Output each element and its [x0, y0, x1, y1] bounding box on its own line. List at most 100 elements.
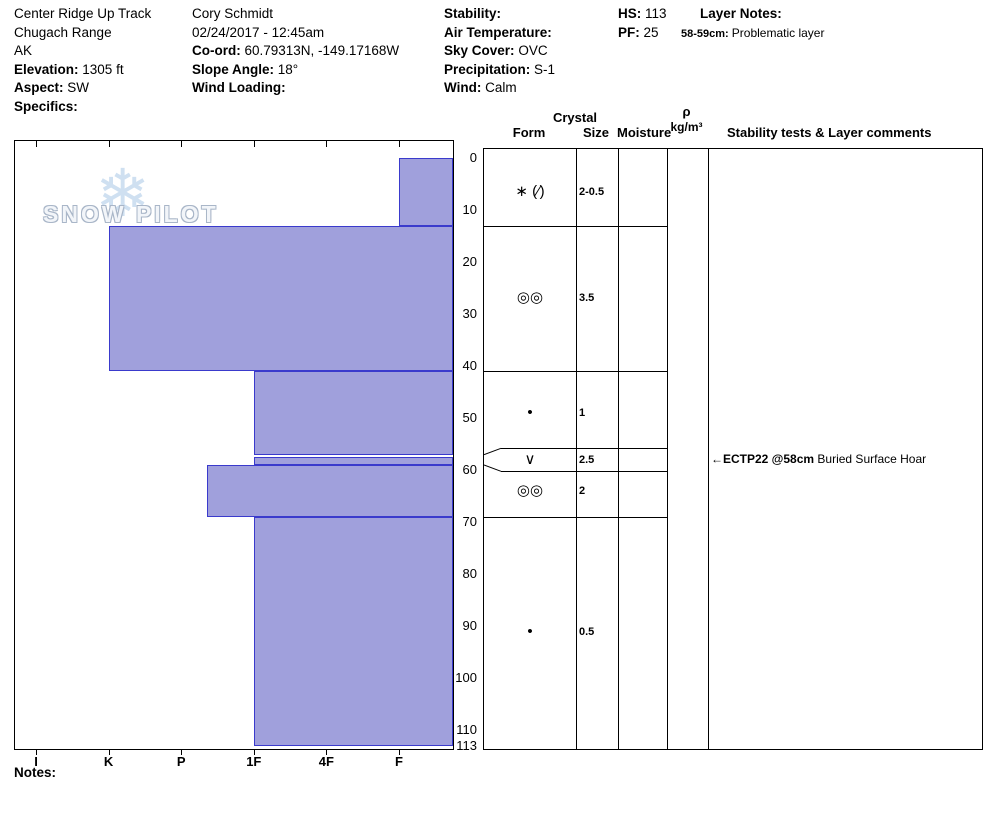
- grain-size-value: 2-0.5: [579, 185, 605, 198]
- snow-layer-bar: [253, 371, 453, 455]
- size-header: Size: [582, 125, 609, 140]
- snow-layer-bar: [253, 517, 453, 746]
- specifics-label: Specifics:: [14, 98, 78, 114]
- test-result: ECTP22 @58cm: [723, 451, 815, 466]
- precip-value: S-1: [534, 61, 556, 77]
- site-name: Center Ridge Up Track: [14, 6, 152, 21]
- depth-tick-label: 90: [462, 617, 477, 633]
- form-header: Form: [512, 125, 546, 140]
- pf-label: PF:: [618, 24, 640, 40]
- depth-tick-label: 30: [462, 305, 477, 321]
- hardness-axis-label: K: [103, 754, 114, 769]
- snow-layer-bar: [108, 225, 453, 372]
- wind-label: Wind:: [444, 80, 482, 95]
- hs-value: 113: [645, 6, 667, 21]
- axis-tick: [108, 750, 110, 755]
- hardness-axis-label: I: [34, 754, 38, 769]
- precip-label: Precipitation:: [444, 61, 531, 77]
- density-units-header: kg/m³: [670, 120, 703, 134]
- axis-tick: [326, 141, 328, 147]
- depth-tick-label: 80: [462, 565, 477, 581]
- snow-layer-bar: [253, 456, 453, 465]
- aspect-label: Aspect:: [14, 80, 64, 95]
- snow-layer-bar: [399, 158, 453, 226]
- layer-notes-title: Layer Notes:: [700, 6, 782, 21]
- elevation-label: Elevation:: [14, 61, 79, 77]
- layer-notes-block: Layer Notes: 58-59cm: Problematic layer: [681, 5, 824, 43]
- depth-tick-label: 40: [462, 357, 477, 373]
- conditions-block: Stability: Air Temperature: Sky Cover: O…: [444, 5, 555, 98]
- wind-value: Calm: [485, 80, 517, 95]
- table-row-line: [484, 517, 667, 519]
- aspect-value: SW: [67, 80, 90, 95]
- axis-tick: [399, 750, 400, 755]
- hardness-axis-label: 1F: [246, 754, 262, 769]
- hs-label: HS:: [618, 6, 642, 21]
- pf-value: 25: [643, 24, 659, 40]
- table-row-line: [501, 448, 667, 450]
- axis-tick: [399, 141, 400, 147]
- depth-tick-label: 100: [455, 669, 477, 685]
- sky-cover-label: Sky Cover:: [444, 43, 515, 58]
- depth-tick-label: 20: [462, 253, 477, 269]
- grain-form-symbol: ∗ (∕): [515, 182, 545, 200]
- column-divider: [708, 149, 709, 749]
- snowpilot-watermark: ❄ SNOW PILOT: [43, 156, 243, 279]
- location-block: Center Ridge Up Track Chugach Range AK E…: [14, 5, 151, 116]
- stability-label: Stability:: [444, 6, 502, 21]
- grain-form-symbol: ◎◎: [516, 289, 544, 307]
- moisture-header: Moisture: [617, 125, 672, 140]
- depth-tick-label: 50: [462, 409, 477, 425]
- elevation-value: 1305 ft: [82, 61, 124, 77]
- annotation-text: Buried Surface Hoar: [814, 451, 927, 466]
- comments-header: Stability tests & Layer comments: [727, 125, 932, 140]
- grain-form-symbol: ∨: [524, 450, 536, 468]
- thin-layer-wedge: [484, 447, 502, 472]
- watermark-text: SNOW PILOT: [43, 201, 219, 227]
- notes-label: Notes:: [14, 765, 57, 780]
- coord-value: 60.79313N, -149.17168W: [244, 43, 400, 58]
- grain-form-symbol: •: [527, 403, 533, 421]
- layer-note-depth: 58-59cm:: [681, 27, 729, 40]
- hardness-axis-label: P: [176, 754, 186, 769]
- grain-size-value: 2.5: [579, 453, 595, 466]
- axis-tick: [253, 141, 255, 147]
- depth-tick-label: 70: [462, 513, 477, 529]
- wind-loading-label: Wind Loading:: [192, 80, 286, 95]
- depth-tick-label: 110: [456, 721, 477, 737]
- axis-tick: [36, 141, 37, 147]
- crystal-header: Crystal: [552, 110, 598, 125]
- table-row-line: [484, 371, 667, 373]
- state-name: AK: [14, 43, 33, 58]
- column-divider: [667, 149, 668, 749]
- depth-tick-label: 0: [469, 149, 477, 165]
- grain-form-symbol: •: [527, 622, 533, 640]
- grain-size-value: 0.5: [579, 625, 595, 638]
- depth-tick-label: 113: [456, 737, 477, 753]
- observation-block: Cory Schmidt 02/24/2017 - 12:45am Co-ord…: [192, 5, 399, 98]
- left-arrow-icon: ←: [711, 451, 723, 466]
- observer-name: Cory Schmidt: [192, 6, 274, 21]
- grain-size-value: 1: [579, 406, 586, 419]
- stability-test-annotation: ←ECTP22 @58cm Buried Surface Hoar: [711, 452, 926, 466]
- totals-block: HS: 113 PF: 25: [618, 5, 667, 42]
- grain-size-value: 3.5: [579, 292, 595, 305]
- slope-angle-value: 18°: [277, 61, 299, 77]
- sky-cover-value: OVC: [518, 43, 548, 58]
- axis-tick: [108, 141, 110, 147]
- layer-note-text: Problematic layer: [731, 25, 825, 40]
- grain-form-symbol: ◎◎: [516, 482, 544, 500]
- hardness-profile-chart: ❄ SNOW PILOT: [14, 140, 454, 750]
- layer-table: ∗ (∕) 2-0.5 ◎◎ 3.5 • 1 ∨ 2.5 ◎◎ 2 • 0.5 ←ECTP22 @58c…: [483, 148, 983, 750]
- table-row-line: [484, 225, 667, 227]
- table-row-line: [501, 471, 667, 473]
- hardness-axis-label: F: [395, 754, 403, 769]
- axis-tick: [253, 750, 255, 755]
- axis-tick: [181, 750, 183, 755]
- range-name: Chugach Range: [14, 24, 112, 40]
- axis-tick: [326, 750, 328, 755]
- snowflake-icon: ❄: [95, 156, 151, 230]
- axis-tick: [181, 141, 183, 147]
- snow-layer-bar: [206, 465, 453, 518]
